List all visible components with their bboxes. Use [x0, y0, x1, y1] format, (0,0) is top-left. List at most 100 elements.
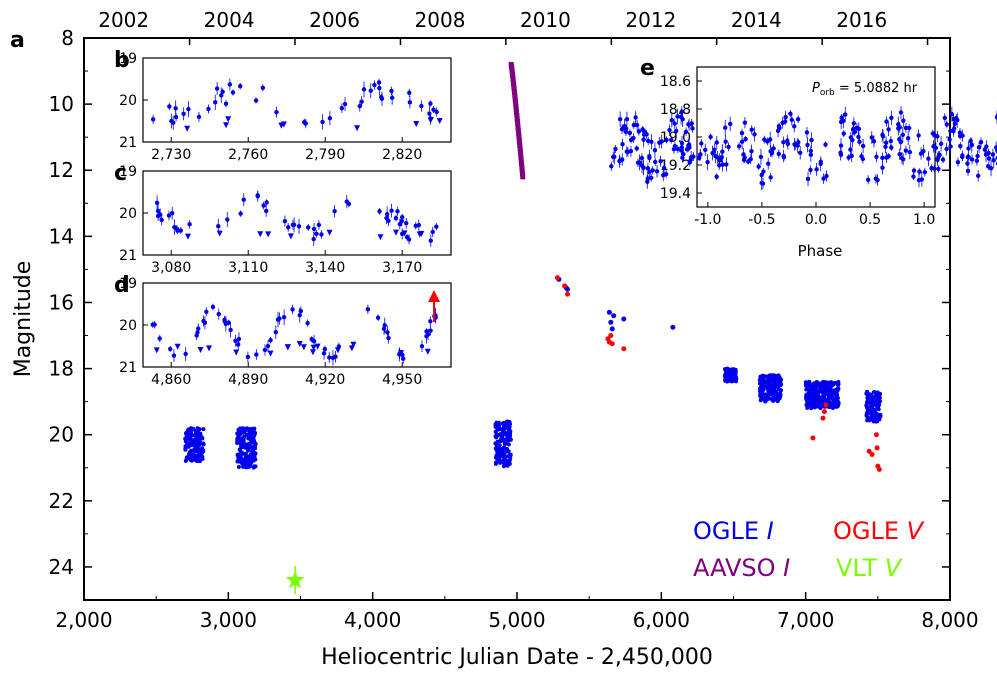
inset-upper-limit [233, 349, 240, 356]
panel-letter-a: a [10, 28, 25, 53]
inset-point [154, 200, 160, 206]
ogle-i-point [506, 428, 511, 433]
inset-x-tick-label: 4,950 [382, 372, 422, 388]
inset-point [316, 222, 322, 228]
year-label: 2002 [98, 8, 149, 32]
ogle-i-point [821, 380, 826, 385]
inset-point [634, 146, 639, 151]
inset-point [771, 146, 776, 151]
inset-y-tick-label: 21 [119, 135, 137, 151]
aavso-i-point [513, 101, 519, 107]
inset-point [634, 122, 640, 128]
inset-point [896, 122, 901, 127]
inset-y-tick-label: 20 [119, 206, 137, 222]
ogle-i-point [495, 454, 500, 459]
inset-point [400, 231, 405, 237]
ogle-i-point [238, 439, 243, 444]
aavso-i-point [519, 168, 525, 174]
inset-point [696, 155, 702, 161]
ogle-i-point [495, 439, 500, 444]
inset-x-tick-label: 3,110 [228, 260, 268, 276]
inset-upper-limit [267, 350, 274, 357]
inset-point [883, 144, 888, 150]
inset-point [897, 152, 902, 157]
ogle-i-point [818, 406, 823, 411]
inset-point [669, 118, 675, 123]
inset-point [935, 134, 940, 139]
inset-point [703, 147, 708, 153]
inset-point [238, 211, 243, 216]
ogle-i-point [193, 429, 198, 434]
inset-point [875, 177, 880, 183]
ogle-v-point [821, 409, 827, 415]
inset-upper-limit [278, 122, 285, 129]
ogle-i-point [815, 396, 820, 401]
inset-point [434, 224, 439, 229]
ogle-i-point [866, 417, 871, 422]
ogle-i-point [779, 388, 784, 393]
ogle-i-point [251, 458, 256, 463]
inset-point [274, 109, 279, 115]
inset-point [776, 151, 782, 157]
ogle-i-point [248, 454, 253, 459]
inset-point [781, 139, 786, 145]
inset-upper-limit [174, 343, 181, 350]
inset-point [389, 95, 395, 101]
x-axis-label: Heliocentric Julian Date - 2,450,000 [321, 645, 713, 670]
inset-point [726, 144, 731, 150]
inset-point [219, 93, 224, 98]
inset-point [916, 177, 922, 183]
inset-point [900, 157, 906, 162]
inset-point [320, 119, 325, 125]
inset-point [916, 133, 921, 138]
inset-b: 2,730 2,760 2,790 2,820 19 20 21 [119, 51, 452, 163]
aavso-i-point [518, 155, 524, 161]
ogle-i-point [723, 378, 728, 383]
ogle-i-point [249, 431, 254, 436]
inset-point [792, 142, 797, 147]
inset-point [303, 121, 309, 126]
ogle-i-point [609, 326, 615, 332]
inset-upper-limit [206, 345, 213, 352]
inset-point [401, 356, 406, 361]
inset-point [955, 159, 961, 165]
ogle-i-point [500, 421, 505, 426]
inset-point [196, 114, 202, 120]
ogle-i-point [244, 432, 249, 437]
ogle-i-point [185, 442, 190, 447]
ogle-i-point [252, 446, 257, 451]
aavso-i-point [511, 89, 517, 95]
legend: OGLE I OGLE V AAVSO I VLT V [693, 517, 925, 582]
inset-upper-limit [197, 347, 204, 354]
inset-upper-limit [284, 344, 291, 351]
inset-point [942, 115, 948, 121]
inset-point [808, 148, 813, 154]
inset-point [871, 139, 877, 144]
inset-point [746, 159, 751, 164]
inset-x-tick-label: 0.0 [805, 212, 827, 228]
inset-point [984, 144, 989, 149]
ogle-v-point [876, 466, 882, 472]
inset-upper-limit [310, 344, 317, 351]
inset-point [428, 101, 433, 106]
ogle-v-point [869, 452, 875, 458]
ogle-i-point [503, 437, 508, 442]
inset-y-tick-label: 21 [119, 248, 137, 264]
inset-point [342, 101, 348, 107]
inset-point [285, 225, 291, 230]
inset-point [769, 150, 775, 156]
inset-point [434, 109, 439, 115]
inset-point [359, 99, 364, 104]
ogle-v-point [810, 435, 816, 441]
inset-point [155, 208, 161, 214]
inset-point [966, 146, 971, 151]
ogle-i-point [823, 384, 828, 389]
inset-point [739, 130, 745, 136]
inset-point [918, 151, 924, 156]
ogle-i-point [195, 456, 200, 461]
inset-point [152, 322, 157, 327]
year-label: 2006 [309, 8, 360, 32]
inset-point [195, 330, 200, 335]
ogle-i-point [253, 451, 258, 456]
inset-point [167, 104, 172, 109]
